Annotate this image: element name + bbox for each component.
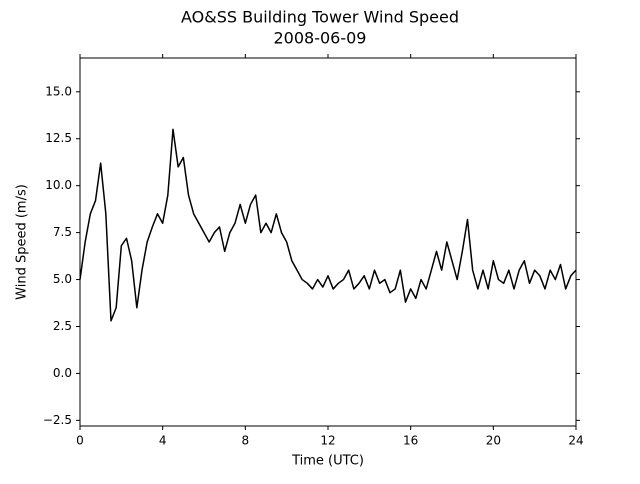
y-tick-label: 5.0: [53, 272, 72, 286]
x-tick-label: 20: [486, 434, 501, 448]
y-tick-label: 2.5: [53, 319, 72, 333]
x-tick-label: 16: [403, 434, 418, 448]
y-tick-label: 7.5: [53, 225, 72, 239]
y-tick-label: 10.0: [45, 178, 72, 192]
y-axis-label: Wind Speed (m/s): [15, 184, 30, 300]
y-tick-label: −2.5: [43, 413, 72, 427]
chart-subtitle: 2008-06-09: [274, 29, 367, 48]
x-tick-label: 0: [76, 434, 84, 448]
x-tick-label: 24: [568, 434, 583, 448]
x-tick-label: 12: [320, 434, 335, 448]
y-tick-label: 12.5: [45, 131, 72, 145]
chart-title: AO&SS Building Tower Wind Speed: [181, 8, 459, 27]
plot-frame: [79, 57, 577, 427]
x-tick-label: 8: [242, 434, 250, 448]
y-tick-label: 0.0: [53, 366, 72, 380]
x-tick-label: 4: [159, 434, 167, 448]
y-tick-label: 15.0: [45, 84, 72, 98]
data-line: [79, 128, 577, 322]
x-axis-label: Time (UTC): [291, 454, 364, 469]
